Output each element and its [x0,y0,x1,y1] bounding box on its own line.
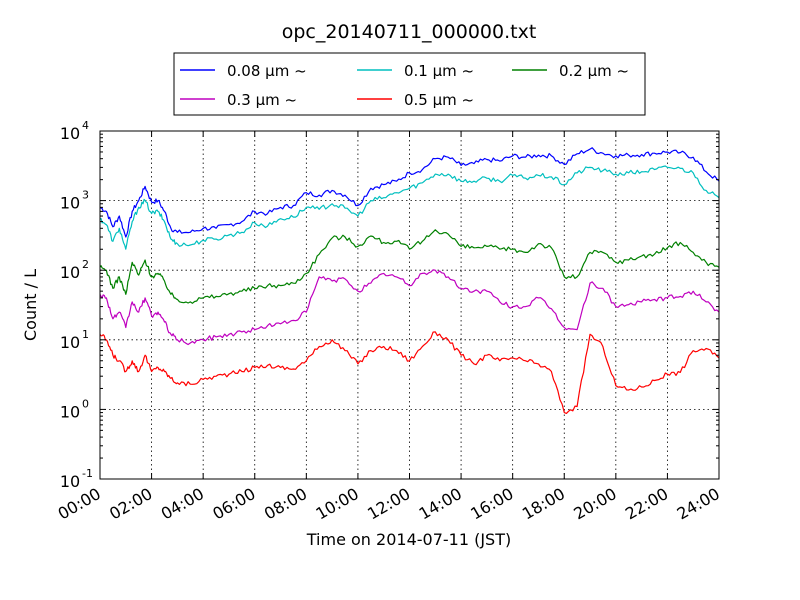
y-tick-base: 10 [60,194,80,213]
y-tick-label: 10 0 [60,397,89,421]
chart-title: opc_20140711_000000.txt [282,21,537,43]
y-axis-label: Count / L [21,269,40,341]
series-line [99,269,720,346]
legend-label: 0.5 μm ~ [404,91,474,109]
y-tick-label: 10 4 [60,119,89,143]
y-tick-label: 10 -1 [60,467,93,491]
legend-entry: 0.5 μm ~ [357,91,474,109]
series-line [99,229,720,304]
y-tick-exponent: 0 [82,397,89,410]
y-tick-exponent: 1 [82,328,89,341]
x-tick-labels: 00:00 02:00 04:00 06:00 08:00 10:00 12:00 14:00… [55,484,723,524]
series-line [99,331,720,414]
legend-box [173,52,646,116]
series-lines [99,147,720,414]
y-tick-base: 10 [60,333,80,352]
x-tick-label: 20:00 [570,484,619,524]
legend: 0.08 μm ~ 0.1 μm ~ 0.2 μm ~ 0.3 μm ~ 0.5 μm … [173,52,646,116]
legend-label: 0.2 μm ~ [559,62,629,80]
y-tick-base: 10 [60,263,80,282]
series-line [99,165,720,250]
axis-ticks [99,130,720,480]
y-tick-base: 10 [60,124,80,143]
y-tick-base: 10 [60,402,80,421]
x-axis-label: Time on 2014-07-11 (JST) [306,530,511,549]
legend-entry: 0.3 μm ~ [180,91,297,109]
y-tick-exponent: 4 [82,119,89,132]
x-tick-label: 06:00 [209,484,258,524]
legend-entry: 0.2 μm ~ [512,62,629,80]
y-tick-exponent: 2 [82,258,89,271]
legend-label: 0.1 μm ~ [404,62,474,80]
y-tick-label: 10 2 [60,258,89,282]
y-tick-exponent: 3 [82,189,89,202]
legend-label: 0.08 μm ~ [227,62,307,80]
x-tick-label: 10:00 [312,484,361,524]
x-tick-label: 16:00 [467,484,516,524]
x-tick-label: 04:00 [158,484,207,524]
y-tick-exponent: -1 [82,467,93,480]
legend-entry: 0.08 μm ~ [180,62,307,80]
x-tick-label: 12:00 [364,484,413,524]
x-tick-label: 24:00 [674,484,723,524]
x-tick-label: 08:00 [261,484,310,524]
series-line [99,147,720,238]
legend-label: 0.3 μm ~ [227,91,297,109]
y-tick-label: 10 1 [60,328,89,352]
legend-entry: 0.1 μm ~ [357,62,474,80]
x-tick-label: 18:00 [519,484,568,524]
y-tick-label: 10 3 [60,189,89,213]
x-tick-label: 02:00 [106,484,155,524]
x-tick-label: 14:00 [416,484,465,524]
x-tick-label: 22:00 [622,484,671,524]
y-tick-base: 10 [60,472,80,491]
